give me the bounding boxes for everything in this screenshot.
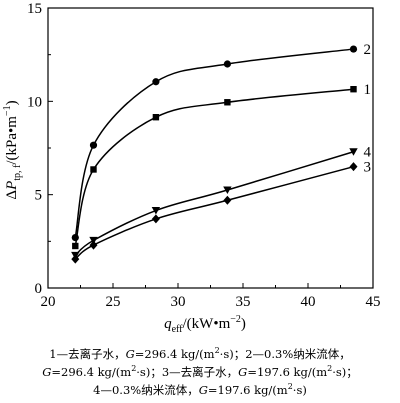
series-curves [74, 48, 354, 260]
series-4-point [151, 207, 161, 215]
x-tick-label: 35 [236, 294, 251, 310]
series-4-label: 4 [364, 145, 372, 161]
plot-border [47, 7, 374, 289]
series-2-point [349, 45, 358, 53]
plot-frame [47, 7, 374, 289]
y-tick-label: 0 [35, 281, 43, 297]
series-3-point [349, 162, 358, 172]
series-2-point [89, 141, 98, 149]
series-1-point [350, 86, 357, 93]
series-3-point [223, 195, 232, 205]
x-tick-label: 30 [171, 294, 186, 310]
caption-line-3: 4—0.3%纳米流体，G=197.6 kg/(m2·s) [93, 382, 307, 397]
series-3-line [74, 165, 354, 260]
x-tick-label: 45 [366, 294, 381, 310]
series-2-label: 2 [364, 42, 372, 58]
y-axis-label: ΔPtp, f/(kPa•m−1) [2, 100, 23, 199]
series-1-label: 1 [364, 82, 372, 98]
series-labels: 1 2 34 [364, 42, 372, 176]
caption-line-2: G=296.4 kg/(m2·s)；3—去离子水，G=197.6 kg/(m2·… [42, 364, 358, 379]
y-tick-label: 15 [27, 1, 42, 17]
y-axis-ticks: 0 5 10 15 [27, 1, 53, 297]
series-3-point [89, 240, 98, 250]
series-1-point [152, 114, 160, 121]
series-2-point [152, 78, 160, 86]
series-4-point [349, 148, 358, 156]
series-1-point [90, 166, 97, 173]
caption-line-1: 1—去离子水，G=296.4 kg/(m2·s)；2—0.3%纳米流体， [49, 346, 351, 361]
series-1-point [72, 242, 79, 250]
series-4-point [71, 251, 80, 260]
series-4-point [89, 236, 98, 245]
series-markers [71, 45, 358, 264]
x-tick-label: 25 [106, 294, 121, 310]
y-tick-label: 5 [35, 188, 43, 204]
series-1-point [224, 99, 231, 106]
series-4-point [223, 186, 232, 194]
series-4-line [74, 151, 354, 256]
x-tick-label: 20 [41, 294, 56, 310]
x-axis-label: qeff/(kW•m−2) [164, 314, 246, 335]
series-3-point [151, 214, 160, 224]
y-tick-label: 10 [27, 94, 42, 110]
series-3-label: 3 [364, 160, 372, 176]
series-2-point [71, 234, 79, 242]
x-tick-label: 40 [301, 294, 316, 310]
x-axis-ticks: 20 25 30 35 40 45 [41, 283, 381, 310]
series-2-point [223, 60, 231, 68]
chart: 20 25 30 35 40 45 0 5 10 15 1 2 34 qeff/(kW•m−2) Δ… [2, 1, 381, 335]
